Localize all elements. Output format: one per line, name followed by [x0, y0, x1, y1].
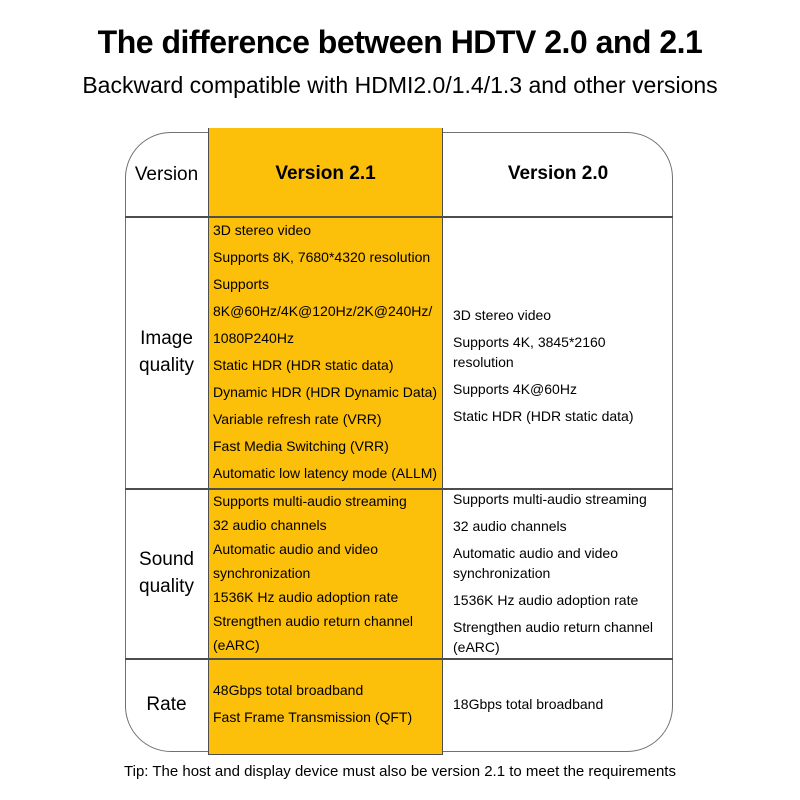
cell-line: Variable refresh rate (VRR)	[213, 411, 382, 427]
header-version-21: Version 2.1	[208, 132, 443, 216]
cell-line: Supports multi-audio streaming	[453, 491, 647, 507]
cell-line: 3D stereo video	[213, 222, 312, 238]
header-version-label: Version	[125, 132, 208, 216]
cell-line: Dynamic HDR (HDR Dynamic Data)	[213, 384, 438, 400]
cell-line: Supports 4K@60Hz	[453, 380, 577, 397]
header-version-20-text: Version 2.0	[507, 163, 609, 184]
cell-line: Static HDR (HDR static data)	[213, 357, 394, 373]
v21-highlight-column	[208, 128, 443, 755]
cell-sound-quality-v21: Supports multi-audio streaming 32 audio c…	[208, 488, 443, 658]
cell-line: Fast Frame Transmission (QFT)	[213, 709, 413, 725]
cell-sound-quality-v20: Supports multi-audio streaming 32 audio c…	[443, 488, 673, 658]
cell-line: 1536K Hz audio adoption rate	[213, 589, 399, 605]
row-divider-header	[125, 216, 673, 218]
cell-line: 32 audio channels	[213, 517, 327, 533]
comparison-table: Version Version 2.1 Version 2.0 Image qu…	[125, 128, 673, 755]
header-version-20: Version 2.0	[443, 132, 673, 216]
row-label-text: Rate	[146, 693, 187, 715]
cell-image-quality-v21: 3D stereo video Supports 8K, 7680*4320 re…	[208, 216, 443, 488]
row-label-rate: Rate	[125, 658, 208, 750]
cell-line: Automatic audio and video synchronizatio…	[453, 545, 618, 581]
cell-line: Supports 4K, 3845*2160 resolution	[453, 333, 606, 370]
cell-rate-v21: 48Gbps total broadband Fast Frame Transmi…	[208, 658, 443, 750]
cell-line: Automatic low latency mode (ALLM)	[213, 465, 438, 481]
cell-image-quality-v20: 3D stereo video Supports 4K, 3845*2160 re…	[443, 216, 673, 488]
row-divider-image-sound	[125, 488, 673, 490]
header-version-text: Version	[134, 163, 199, 185]
page-subtitle: Backward compatible with HDMI2.0/1.4/1.3…	[82, 72, 718, 98]
tip-text: Tip: The host and display device must al…	[124, 763, 676, 780]
cell-line: Supports 8K@60Hz/4K@120Hz/2K@240Hz/1080P…	[213, 276, 433, 346]
cell-line: Supports multi-audio streaming	[213, 493, 407, 509]
row-label-sound-quality: Sound quality	[125, 488, 208, 658]
cell-line: Static HDR (HDR static data)	[453, 407, 634, 424]
row-label-text: Image quality	[139, 328, 194, 376]
row-label-image-quality: Image quality	[125, 216, 208, 488]
cell-line: 32 audio channels	[453, 518, 567, 534]
header-version-21-text: Version 2.1	[275, 163, 376, 184]
page-title: The difference between HDTV 2.0 and 2.1	[97, 24, 703, 60]
cell-line: Strengthen audio return channel (eARC)	[453, 619, 654, 655]
row-label-text: Sound quality	[139, 549, 194, 597]
cell-line: Supports 8K, 7680*4320 resolution	[213, 249, 431, 265]
cell-line: 1536K Hz audio adoption rate	[453, 592, 639, 608]
cell-line: 18Gbps total broadband	[453, 696, 604, 712]
row-divider-sound-rate	[125, 658, 673, 660]
cell-line: Automatic audio and video synchronizatio…	[213, 541, 378, 581]
cell-line: 48Gbps total broadband	[213, 682, 364, 698]
cell-line: Strengthen audio return channel (eARC)	[213, 613, 414, 653]
cell-rate-v20: 18Gbps total broadband	[443, 658, 673, 750]
cell-line: Fast Media Switching (VRR)	[213, 438, 389, 454]
cell-line: 3D stereo video	[453, 306, 552, 323]
